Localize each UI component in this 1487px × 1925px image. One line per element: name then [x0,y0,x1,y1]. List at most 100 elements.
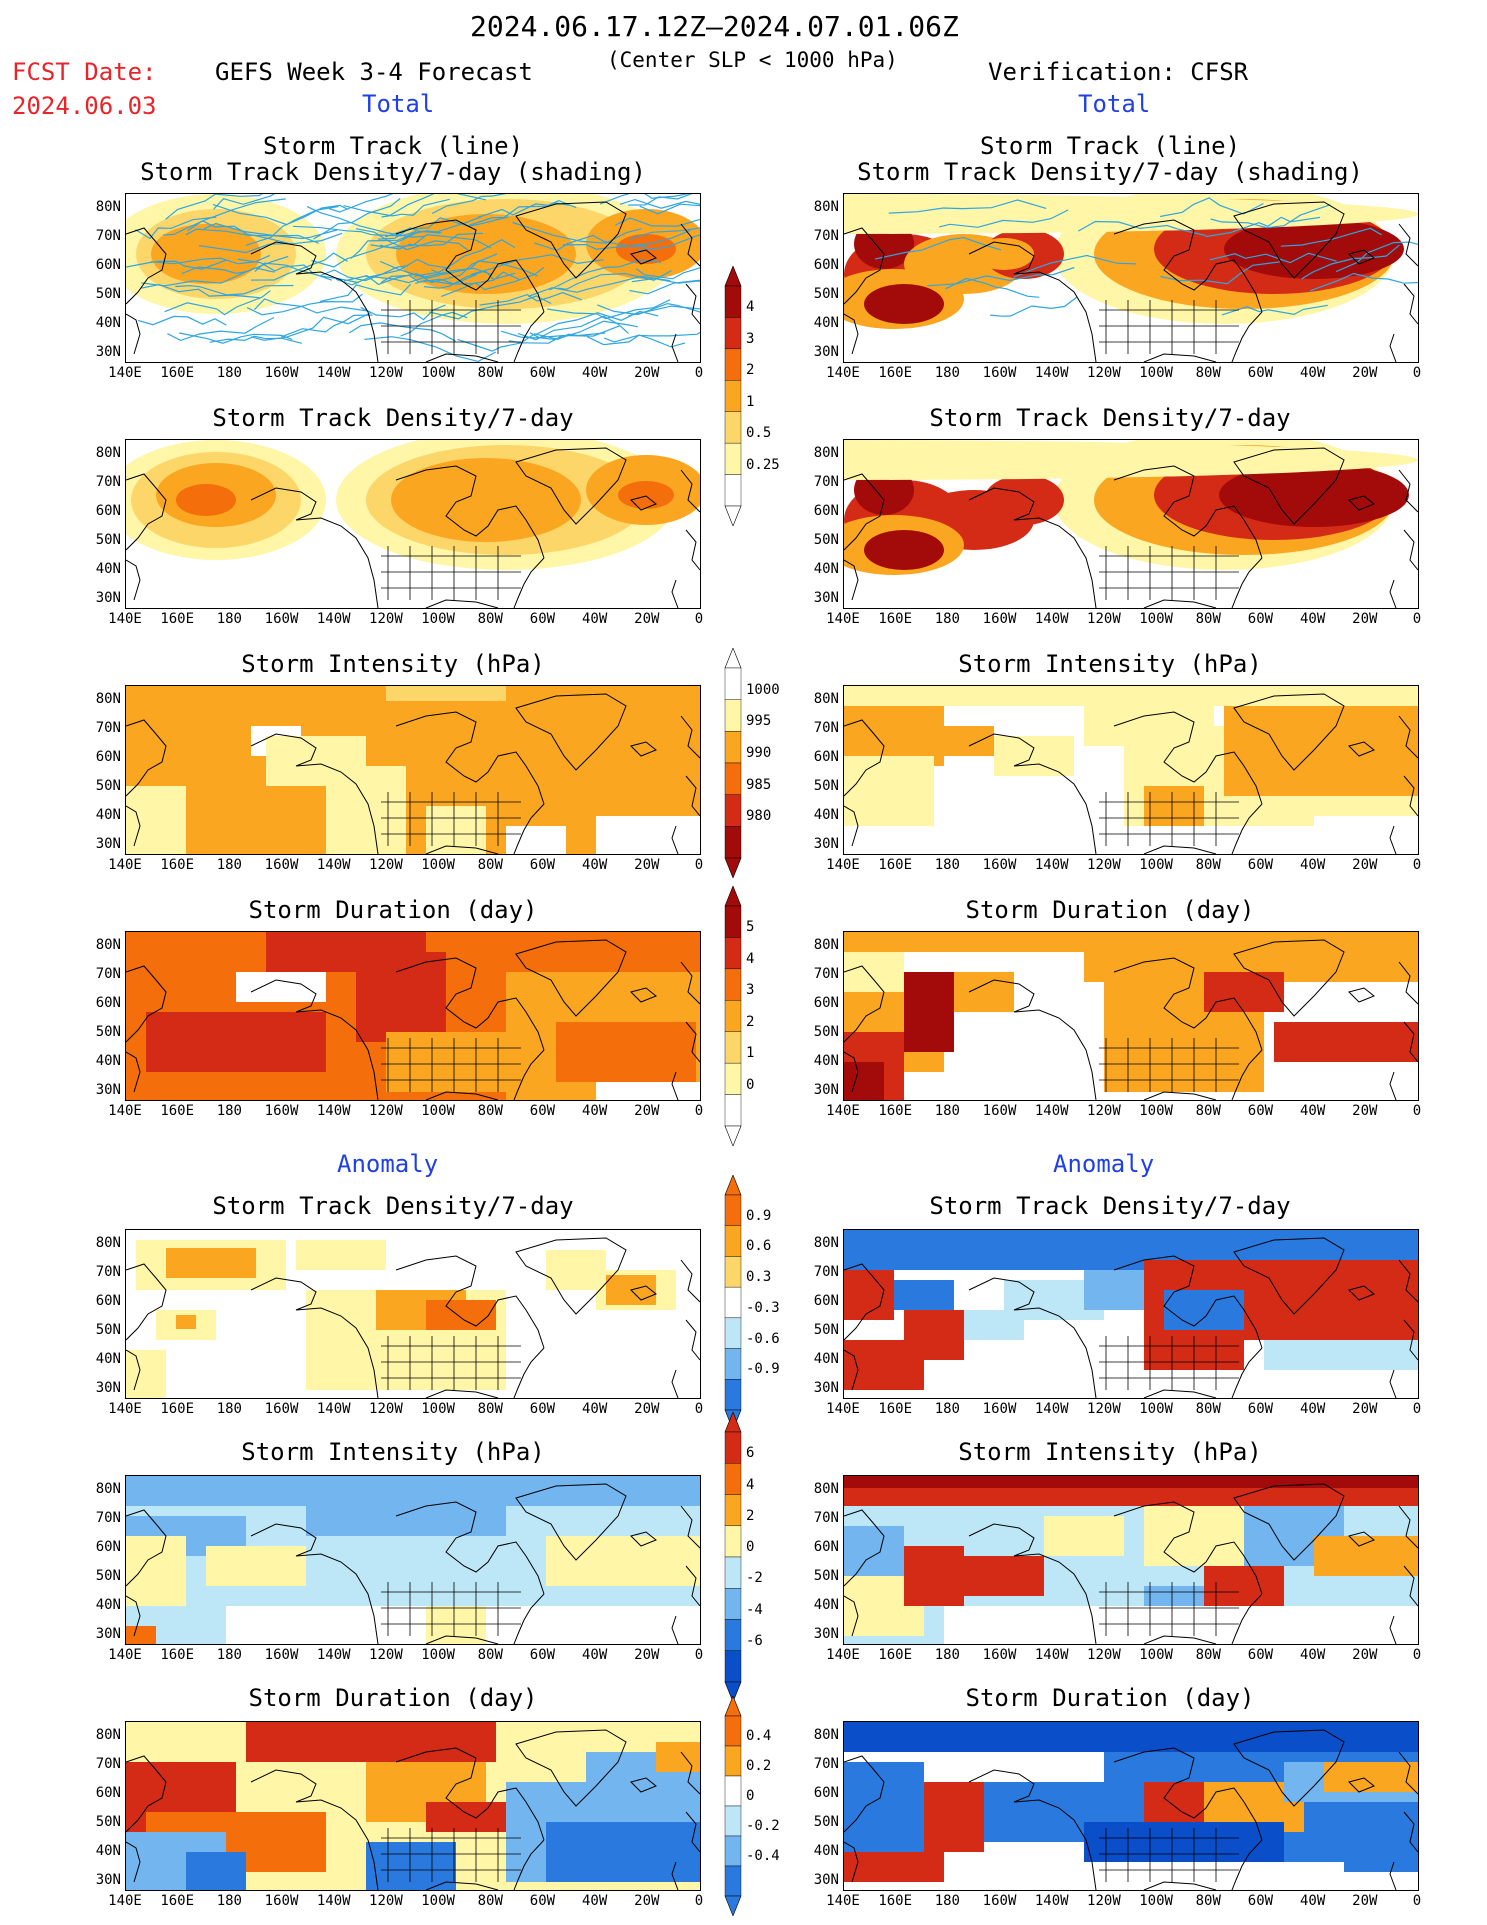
lon-tick-label: 60W [529,1103,556,1119]
fcst-date-label: FCST Date: [12,58,157,86]
lon-tick-label: 0 [1412,365,1422,381]
lon-tick-label: 120W [1087,1401,1121,1417]
left-map-duration-anomaly [125,1721,701,1891]
left-map-density-anomaly [125,1229,701,1399]
lon-tick-label: 180 [934,1893,960,1909]
lon-tick-label: 160E [160,611,195,627]
lon-tick-label: 120W [1087,857,1121,873]
r6-title: Storm Intensity (hPa) [958,1438,1262,1466]
lat-tick-label: 60N [95,1539,121,1555]
lat-tick-label: 50N [813,532,839,548]
lon-tick-label: 120W [1087,1647,1121,1663]
lon-tick-label: 100W [1139,1647,1173,1663]
lat-tick-label: 50N [813,1814,839,1830]
lon-tick-label: 100W [421,1401,455,1417]
lat-tick-label: 70N [95,228,121,244]
lon-tick-label: 60W [1247,365,1274,381]
colorbar-tick-label: 2 [746,1013,755,1030]
lon-tick-label: 20W [1352,1103,1378,1119]
lon-tick-label: 40W [1299,1401,1326,1417]
lon-tick-label: 100W [421,1103,455,1119]
colorbar-intensity-total [724,648,742,878]
lon-tick-label: 160E [878,1103,913,1119]
lon-tick-label: 120W [369,1103,403,1119]
lat-tick-label: 30N [813,836,839,852]
lat-tick-label: 70N [95,474,121,490]
lon-tick-label: 160W [982,1401,1017,1417]
lon-tick-label: 40W [1299,1103,1326,1119]
lon-tick-label: 80W [1195,1103,1221,1119]
lon-tick-label: 180 [216,857,242,873]
colorbar-tick-label: 1 [746,1045,755,1062]
lat-tick-label: 70N [813,966,839,982]
right-map-intensity [843,685,1419,855]
colorbar-tick-label: -0.9 [746,1361,780,1378]
lat-tick-label: 80N [813,199,839,215]
left-total-label: Total [362,90,435,118]
colorbar-tick-label: -6 [746,1632,763,1649]
lon-tick-label: 160W [982,857,1017,873]
date-range-title: 2024.06.17.12Z–2024.07.01.06Z [470,10,959,43]
colorbar-tick-label: -4 [746,1601,763,1618]
lat-tick-label: 40N [813,1597,839,1613]
lat-tick-label: 40N [95,1053,121,1069]
lon-tick-label: 40W [581,365,608,381]
lon-tick-label: 160E [878,1893,913,1909]
lon-tick-label: 20W [634,611,660,627]
lon-tick-label: 60W [1247,1647,1274,1663]
lat-tick-label: 40N [95,1351,121,1367]
lon-tick-label: 140E [826,1647,860,1663]
colorbar-duration-total [724,886,742,1146]
lon-tick-label: 160E [878,1401,913,1417]
lon-tick-label: 20W [634,365,660,381]
lat-tick-label: 30N [95,590,121,606]
lat-tick-label: 50N [813,778,839,794]
lon-tick-label: 80W [1195,365,1221,381]
lon-tick-label: 40W [1299,611,1326,627]
right-total-label: Total [1078,90,1151,118]
lon-tick-label: 120W [1087,1893,1121,1909]
lat-tick-label: 30N [95,836,121,852]
lon-tick-label: 140E [108,611,142,627]
lon-tick-label: 80W [477,1893,503,1909]
l2-title: Storm Track Density/7-day [212,404,574,432]
lon-tick-label: 80W [477,1103,503,1119]
lon-tick-label: 160E [160,1893,195,1909]
fcst-date-value: 2024.06.03 [12,92,157,120]
lon-tick-label: 20W [634,1401,660,1417]
lon-tick-label: 140W [1034,611,1069,627]
r4-title: Storm Duration (day) [965,896,1255,924]
lon-tick-label: 180 [934,365,960,381]
lon-tick-label: 60W [1247,1401,1274,1417]
lat-tick-label: 60N [95,257,121,273]
lon-tick-label: 180 [216,1401,242,1417]
lat-tick-label: 60N [95,1293,121,1309]
lon-tick-label: 40W [581,1647,608,1663]
lon-tick-label: 40W [581,1893,608,1909]
colorbar-tick-label: 0.9 [746,1207,772,1224]
colorbar-duration-anomaly [724,1696,742,1916]
lon-tick-label: 100W [421,365,455,381]
lon-tick-label: 160E [160,1401,195,1417]
lon-tick-label: 40W [1299,365,1326,381]
lon-tick-label: 40W [1299,857,1326,873]
lat-tick-label: 30N [813,1082,839,1098]
right-map-duration [843,931,1419,1101]
r2-title: Storm Track Density/7-day [929,404,1291,432]
lon-tick-label: 0 [694,365,704,381]
lon-tick-label: 80W [477,1401,503,1417]
lat-tick-label: 70N [813,228,839,244]
colorbar-tick-label: 3 [746,330,755,347]
lon-tick-label: 100W [1139,1893,1173,1909]
lat-tick-label: 60N [813,1539,839,1555]
lon-tick-label: 120W [1087,1103,1121,1119]
lat-tick-label: 80N [95,1727,121,1743]
lat-tick-label: 60N [813,995,839,1011]
lat-tick-label: 70N [95,1756,121,1772]
lon-tick-label: 180 [934,857,960,873]
colorbar-intensity-anomaly [724,1412,742,1702]
lon-tick-label: 160W [982,1893,1017,1909]
colorbar-tick-label: 0.3 [746,1269,772,1286]
lon-tick-label: 100W [1139,611,1173,627]
colorbar-tick-label: 2 [746,1507,755,1524]
